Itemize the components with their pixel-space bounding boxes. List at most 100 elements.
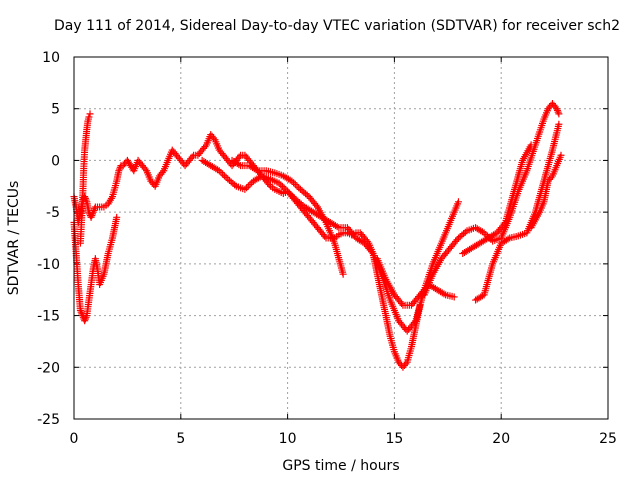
data-point-marker (504, 235, 512, 243)
series-B (70, 213, 121, 325)
data-point-marker (235, 153, 243, 161)
data-point-marker (215, 167, 223, 175)
data-point-marker (77, 308, 85, 316)
x-tick-label: 25 (599, 431, 617, 447)
data-point-marker (115, 167, 123, 175)
data-point-marker (244, 182, 252, 190)
x-tick-label: 20 (492, 431, 510, 447)
y-tick-label: -10 (37, 257, 60, 273)
data-point-marker (141, 165, 149, 173)
data-point-marker (368, 248, 376, 256)
data-point-marker (89, 208, 97, 216)
data-point-marker (76, 306, 84, 314)
data-point-marker (480, 229, 488, 237)
data-point-marker (453, 236, 461, 244)
data-point-marker (440, 290, 448, 298)
data-point-marker (500, 220, 508, 228)
data-point-marker (557, 151, 565, 159)
x-tick-label: 0 (70, 431, 79, 447)
data-point-marker (81, 315, 89, 323)
data-point-marker (188, 153, 196, 161)
data-point-marker (293, 182, 301, 190)
data-point-marker (235, 161, 243, 169)
y-tick-label: 5 (51, 102, 60, 118)
data-point-marker (547, 174, 555, 182)
y-tick-label: -25 (37, 412, 60, 428)
data-point-marker (339, 270, 347, 278)
y-axis-label: SDTVAR / TECUs (6, 181, 22, 296)
data-point-marker (265, 181, 273, 189)
x-axis-label: GPS time / hours (282, 458, 399, 474)
data-point-marker (201, 143, 209, 151)
data-point-marker (555, 110, 563, 118)
data-point-marker (312, 201, 320, 209)
data-point-marker (217, 168, 225, 176)
data-point-marker (398, 300, 406, 308)
data-point-marker (290, 194, 298, 202)
y-tick-label: 10 (42, 50, 60, 66)
data-point-marker (277, 181, 285, 189)
series-J (459, 141, 535, 258)
y-tick-label: -20 (37, 360, 60, 376)
grid-layer (74, 57, 608, 419)
data-point-marker (450, 293, 458, 301)
data-point-marker (289, 192, 297, 200)
data-point-marker (246, 180, 254, 188)
data-point-marker (553, 106, 561, 114)
series-F (373, 255, 458, 309)
data-point-marker (553, 105, 561, 113)
data-point-marker (291, 180, 299, 188)
data-point-marker (333, 223, 341, 231)
y-tick-label: 0 (51, 153, 60, 169)
data-point-marker (86, 110, 94, 118)
data-point-marker (113, 213, 121, 221)
data-point-marker (116, 165, 124, 173)
x-tick-label: 10 (279, 431, 297, 447)
data-point-marker (87, 213, 95, 221)
data-point-marker (231, 181, 239, 189)
data-point-marker (410, 318, 418, 326)
data-point-marker (89, 210, 97, 218)
data-point-marker (402, 360, 410, 368)
data-point-marker (81, 317, 89, 325)
data-point-marker (219, 170, 227, 178)
x-tick-label: 15 (385, 431, 403, 447)
data-point-marker (285, 189, 293, 197)
data-point-marker (252, 166, 260, 174)
data-point-marker (554, 108, 562, 116)
data-point-marker (278, 182, 286, 190)
series-D (198, 156, 462, 335)
data-point-marker (454, 198, 462, 206)
chart-title: Day 111 of 2014, Sidereal Day-to-day VTE… (54, 18, 620, 34)
data-point-marker (461, 228, 469, 236)
data-point-marker (527, 141, 535, 149)
axis-layer: 0 5 10 15 20 25 -25 -20 -15 -10 -5 0 5 10 (37, 50, 617, 447)
data-point-marker (220, 172, 228, 180)
data-point-marker (243, 184, 251, 192)
data-point-marker (241, 185, 249, 193)
y-tick-label: -5 (46, 205, 60, 221)
data-point-marker (321, 232, 329, 240)
series-G (420, 100, 563, 299)
data-point-marker (288, 177, 296, 185)
data-point-marker (82, 313, 90, 321)
data-layer (70, 100, 565, 371)
series-C (76, 110, 94, 247)
data-point-marker (303, 191, 311, 199)
data-point-marker (295, 184, 303, 192)
data-point-marker (287, 191, 295, 199)
series-E (228, 156, 347, 278)
plot-frame (73, 56, 609, 420)
data-point-marker (158, 168, 166, 176)
x-tick-label: 5 (176, 431, 185, 447)
data-point-marker (282, 186, 290, 194)
data-point-marker (555, 120, 563, 128)
data-point-marker (482, 230, 490, 238)
data-point-marker (275, 179, 283, 187)
data-point-marker (88, 212, 96, 220)
series-A (70, 131, 424, 371)
data-point-marker (85, 113, 93, 121)
y-tick-label: -15 (37, 309, 60, 325)
data-point-marker (222, 173, 230, 181)
